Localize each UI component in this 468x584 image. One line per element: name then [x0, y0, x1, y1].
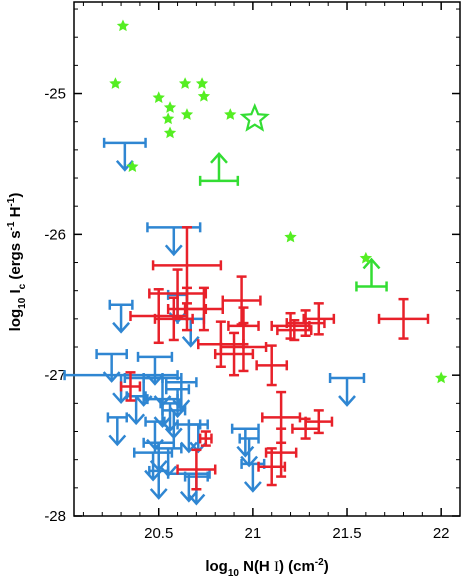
y-tick-label: -27	[44, 367, 66, 384]
x-tick-label: 20.5	[144, 525, 173, 542]
y-tick-label: -26	[44, 226, 66, 243]
detection-point	[302, 302, 336, 336]
y-axis-title-part: I	[7, 289, 24, 297]
x-tick-label: 21.5	[332, 525, 361, 542]
detection-point	[219, 321, 268, 373]
detection-point	[255, 344, 289, 387]
y-axis-title: log10 Ic (ergs s-1 H-1)	[6, 193, 28, 332]
star-marker	[126, 160, 139, 172]
star-marker	[435, 371, 448, 384]
axes: 20.5 21 21.5 22 -25 -26 -27 -28	[44, 2, 460, 542]
limit-arrow-head	[362, 257, 381, 270]
y-tick-label: -28	[44, 508, 66, 525]
detection-point	[221, 275, 262, 326]
upper-limit-marker	[238, 433, 260, 468]
star-marker	[178, 77, 192, 89]
star-marker	[359, 251, 373, 264]
star-marker	[180, 108, 194, 120]
star-marker	[195, 77, 209, 89]
y-axis-title-sup: -1	[6, 221, 17, 230]
x-axis-title-part: ) (cm	[279, 558, 315, 575]
limit-arrow-head	[338, 395, 356, 407]
star-marker	[224, 108, 237, 120]
x-axis-title: log10 N(H I) (cm-2)	[205, 557, 328, 579]
lower-limit-marker	[355, 257, 388, 292]
limit-arrow-head	[153, 416, 172, 428]
x-axis-title-part: log	[205, 558, 228, 575]
y-axis-title-sub: 10	[17, 297, 28, 309]
detection-point	[198, 430, 213, 447]
x-axis-title-part: )	[324, 558, 329, 575]
upper-limit-marker	[108, 299, 134, 334]
limit-arrow-head	[164, 427, 183, 440]
star-marker	[163, 101, 177, 113]
y-axis-title-sup: -1	[6, 197, 17, 206]
detection-point	[377, 297, 430, 340]
y-axis-title-part: log	[7, 309, 24, 332]
limit-arrow-head	[210, 151, 228, 164]
detection-point	[304, 409, 334, 435]
data-layer	[63, 19, 448, 506]
y-axis-title-part: H	[7, 207, 24, 222]
limit-arrow-head	[243, 481, 262, 493]
x-axis-title-sup: -2	[315, 557, 324, 568]
upper-limit-marker	[106, 412, 128, 447]
star-marker	[284, 230, 297, 243]
limit-arrow-head	[187, 493, 206, 506]
limit-arrow-head	[112, 321, 131, 334]
limit-arrow-head	[127, 413, 146, 426]
upper-limit-marker	[240, 458, 266, 493]
upper-limit-marker	[328, 372, 366, 407]
y-axis-title-part: (ergs s	[7, 230, 24, 283]
upper-limit-marker	[148, 465, 170, 500]
star-marker	[109, 77, 122, 89]
limit-arrow-head	[108, 434, 127, 447]
limit-arrow-head	[181, 336, 200, 348]
open-star-marker	[239, 102, 270, 132]
plot-frame	[73, 1, 461, 517]
upper-limit-marker	[230, 423, 260, 458]
x-tick-label: 22	[433, 525, 450, 542]
limit-arrow-head	[149, 488, 168, 500]
x-axis-title-part: I	[274, 559, 279, 575]
star-marker	[152, 91, 165, 103]
x-tick-label: 21	[245, 525, 262, 542]
upper-limit-marker	[102, 137, 147, 172]
limit-arrow-head	[179, 490, 198, 503]
detection-point	[176, 448, 217, 491]
upper-limit-marker	[146, 222, 202, 257]
lower-limit-marker	[198, 151, 240, 186]
upper-limit-marker	[161, 405, 187, 440]
star-marker	[197, 89, 211, 102]
y-axis-title-sub: c	[17, 283, 28, 289]
limit-arrow-head	[115, 159, 134, 172]
detection-point	[119, 371, 142, 402]
x-axis-title-sub: 10	[228, 568, 240, 579]
limit-arrow-head	[236, 445, 255, 458]
star-marker	[163, 126, 177, 139]
x-axis-title-part: N(H	[239, 558, 274, 575]
limit-arrow-head	[240, 455, 259, 468]
detection-point	[257, 447, 287, 487]
star-marker	[161, 112, 175, 125]
detection-point	[183, 286, 225, 332]
y-axis-title-part: )	[7, 193, 24, 198]
star-marker	[116, 19, 130, 32]
limit-arrow-head	[164, 244, 183, 257]
y-tick-label: -25	[44, 86, 66, 103]
